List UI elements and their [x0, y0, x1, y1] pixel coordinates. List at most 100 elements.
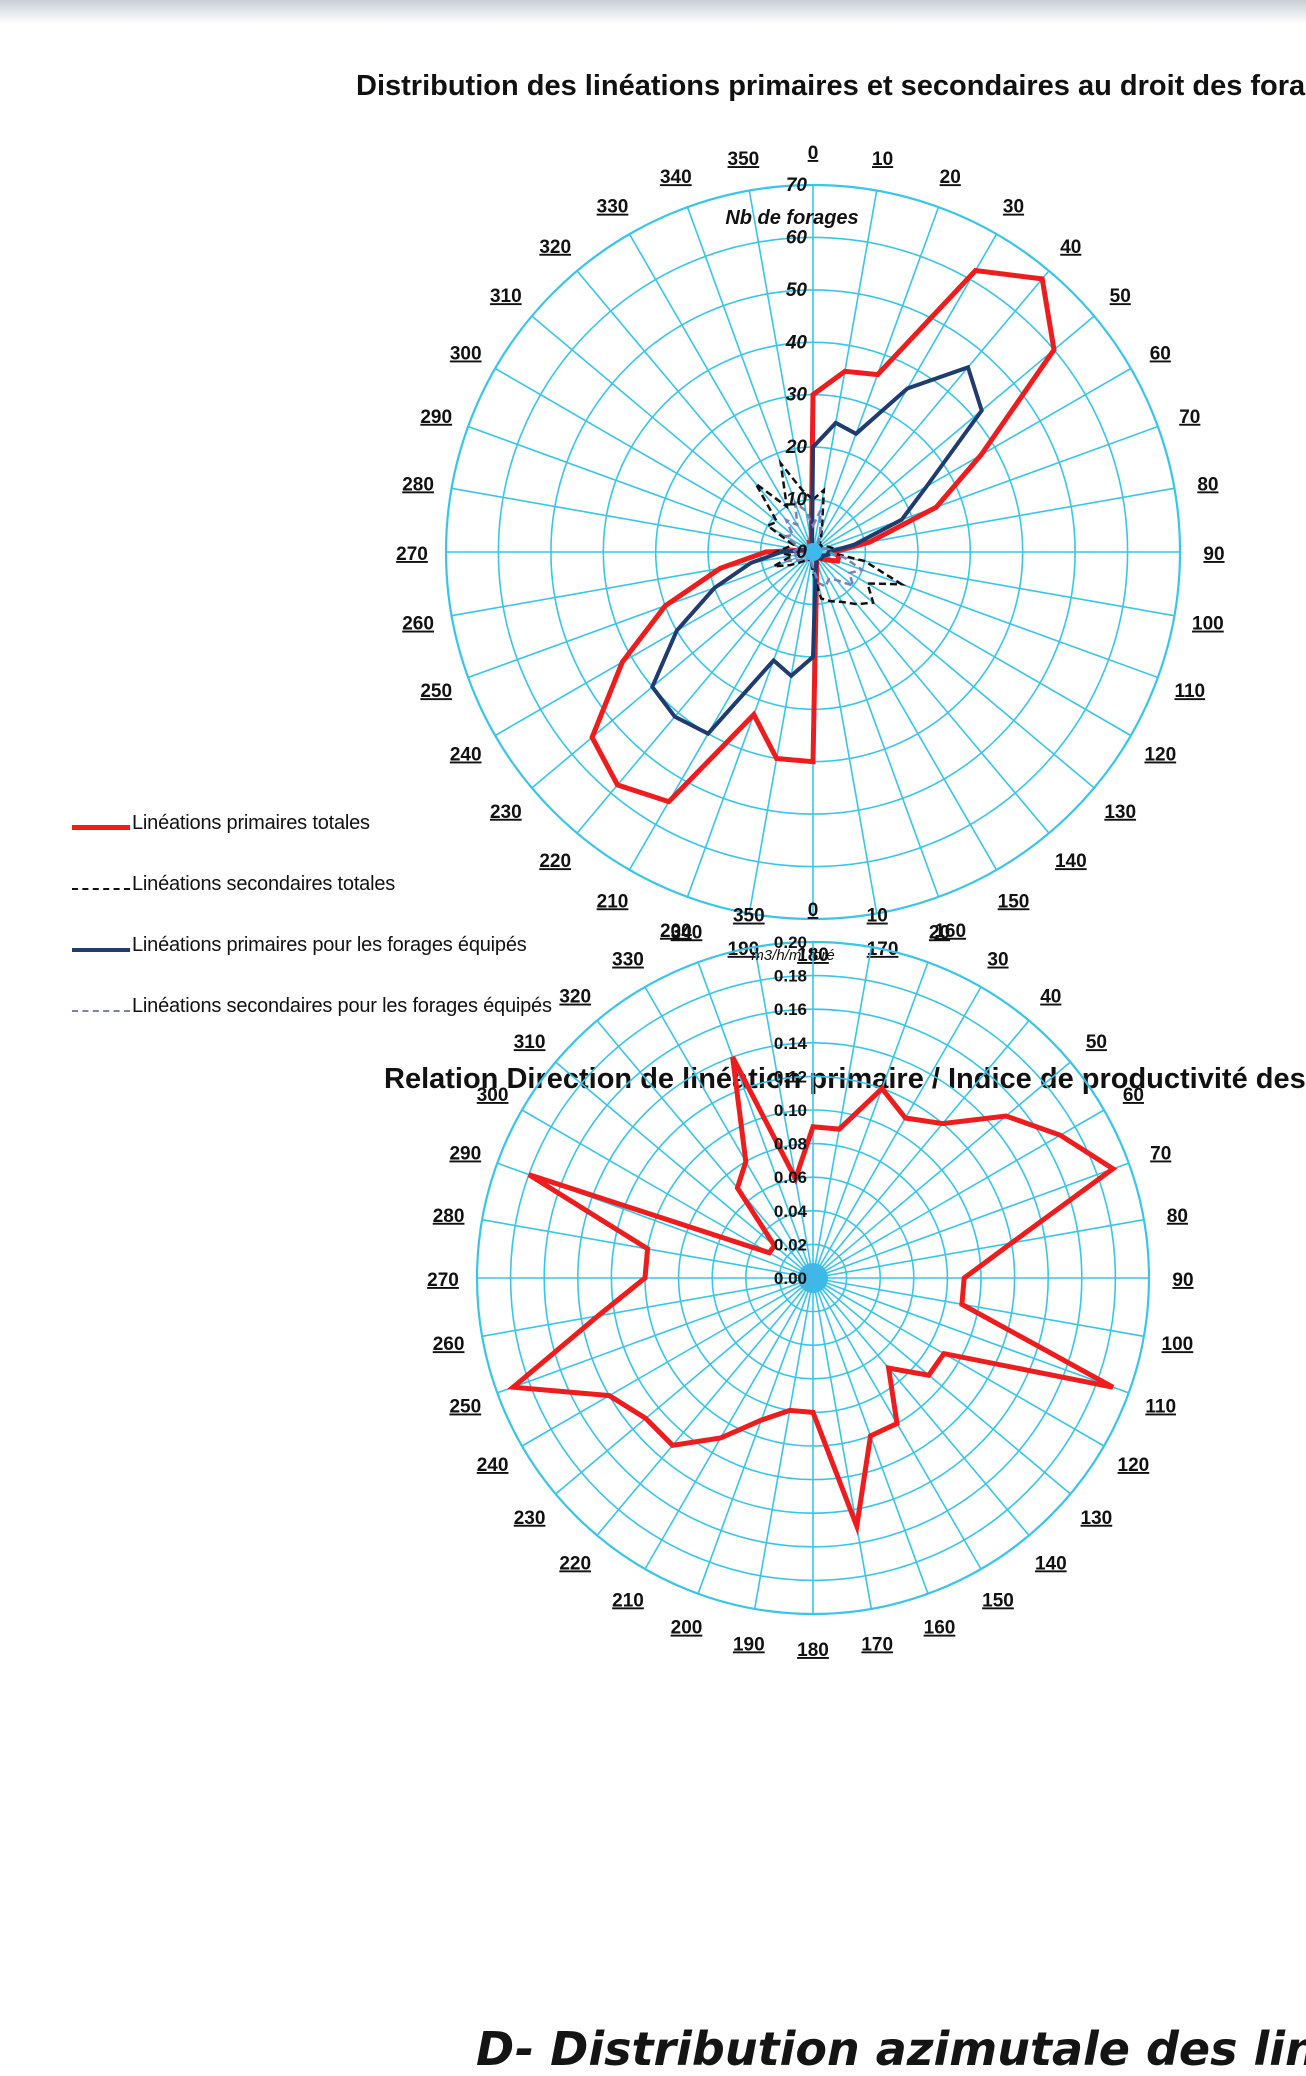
chart-1-series-line-1 — [754, 458, 907, 606]
chart-1-ring — [550, 289, 1076, 815]
chart-1-angle-label: 200 — [660, 921, 692, 942]
chart-1-spoke — [812, 425, 1159, 553]
chart-2-radial-tick-label: 0.04 — [774, 1202, 808, 1221]
legend-swatch-secondary-total — [72, 888, 130, 890]
chart-2-radial-tick-label: 0.08 — [774, 1135, 807, 1154]
chart-1-radial-tick-label: 0 — [796, 542, 807, 563]
chart-1-angle-label: 320 — [539, 237, 571, 258]
chart-1-spoke — [531, 315, 814, 553]
chart-1-spoke — [748, 551, 814, 914]
top-banner — [0, 0, 1306, 24]
chart-1-spoke — [628, 551, 814, 871]
chart-2-ring — [543, 1008, 1083, 1548]
chart-2-angle-label: 100 — [1162, 1334, 1194, 1355]
chart-2-angle-label: 300 — [477, 1085, 509, 1106]
chart-2-angle-label: 30 — [987, 950, 1008, 971]
chart-2-angle-label: 200 — [671, 1618, 703, 1639]
chart-1-spoke — [686, 206, 814, 553]
chart-1-radial-tick-label: 60 — [786, 227, 808, 248]
chart-1-spoke — [686, 551, 814, 898]
chart-1-angle-label: 310 — [490, 286, 522, 307]
chart-2-angle-label: 120 — [1118, 1455, 1150, 1476]
chart-2-angle-label: 320 — [559, 987, 591, 1008]
chart-1-spoke — [812, 551, 1050, 834]
chart-2-ring — [778, 1243, 848, 1313]
chart-1-angle-label: 80 — [1197, 474, 1218, 495]
legend-swatch-secondary-equipped — [72, 1010, 130, 1012]
chart-2-angle-label: 20 — [929, 922, 950, 943]
chart-2-ring — [610, 1075, 1016, 1481]
chart-1-spoke — [812, 551, 1159, 679]
chart-1-grid — [444, 183, 1182, 921]
chart-1-angle-label: 40 — [1060, 237, 1081, 258]
chart-1-angle-label: 130 — [1104, 802, 1136, 823]
legend-swatch-primary-total — [72, 825, 130, 830]
legend-label-primary-equipped: Linéations primaires pour les forages éq… — [132, 934, 527, 956]
chart-1-spoke — [812, 551, 1175, 617]
chart-2-angle-label: 160 — [924, 1618, 956, 1639]
chart-1-angle-label: 150 — [998, 891, 1030, 912]
chart-1-angle-label: 110 — [1174, 681, 1205, 702]
chart-2-angle-label: 40 — [1040, 987, 1061, 1008]
chart-2-angle-label: 10 — [867, 906, 888, 927]
chart-1-angle-label: 60 — [1150, 344, 1171, 365]
chart-1-angle-label: 210 — [597, 891, 629, 912]
chart-1-spoke — [812, 551, 1132, 737]
chart-2-radial-tick-label: 0.16 — [774, 1000, 807, 1019]
chart-1-spoke — [812, 367, 1132, 553]
chart-1-angle-label: 120 — [1144, 745, 1176, 766]
chart-2-angle-label: 90 — [1172, 1270, 1193, 1291]
chart-2-angle-label: 170 — [861, 1634, 893, 1655]
chart-1-angle-label: 260 — [402, 614, 434, 635]
chart-2-angle-label: 70 — [1150, 1144, 1171, 1165]
chart-1-spoke — [494, 551, 814, 737]
chart-2-radial-tick-label: 0.18 — [774, 967, 807, 986]
chart-2-angle-label: 270 — [427, 1270, 459, 1291]
chart-1-angle-label: 270 — [396, 544, 428, 565]
chart-1-spoke — [812, 551, 878, 914]
chart-1-angle-label: 300 — [450, 344, 482, 365]
chart-2-angle-label: 50 — [1086, 1032, 1107, 1053]
legend-label-primary-total: Linéations primaires totales — [132, 812, 370, 834]
chart-2-angle-label: 340 — [671, 922, 703, 943]
chart-1-ring — [444, 183, 1182, 921]
chart-2-polar-plot: 0.00 0.02 0.04 0.06 0.08 0.10 0.12 0.14 0.16 0.18… — [427, 900, 1194, 1661]
chart-2-angle-label: 60 — [1123, 1085, 1144, 1106]
chart-1-angle-label: 0 — [808, 143, 819, 164]
chart-2-radial-tick-label: 0.02 — [774, 1235, 807, 1254]
chart-2-radial-axis-label: m3/h/ml foré — [751, 947, 834, 964]
chart-1-angle-label: 30 — [1003, 197, 1024, 218]
chart-2-angle-label: 130 — [1081, 1508, 1113, 1529]
chart-1-spoke — [494, 367, 814, 553]
chart-1-spoke — [812, 551, 1095, 789]
chart-2-radial-tick-label: 0.00 — [774, 1269, 807, 1288]
chart-1-spoke — [812, 551, 940, 898]
chart-2-angle-label: 330 — [612, 950, 644, 971]
chart-1-spoke — [531, 551, 814, 789]
chart-1-angle-label: 230 — [490, 802, 522, 823]
chart-1-spoke — [576, 270, 814, 553]
chart-1-spoke — [812, 551, 998, 871]
chart-1-angle-label: 160 — [934, 921, 966, 942]
chart-2-radial-tick-label: 0.14 — [774, 1034, 808, 1053]
chart-1-center-dot — [804, 543, 822, 561]
chart-1-angle-label: 140 — [1055, 851, 1087, 872]
chart-1-title: Distribution des linéations primaires et… — [356, 70, 1306, 102]
chart-1-angle-label: 20 — [940, 167, 961, 188]
chart-1-spoke — [812, 206, 940, 553]
chart-2-angle-label: 220 — [559, 1553, 591, 1574]
chart-2-radial-tick-label: 0.10 — [774, 1101, 807, 1120]
section-heading: D- Distribution azimutale des liné — [476, 2022, 1306, 2076]
chart-1-polar-plot: 0 10 20 30 40 50 60 70 Nb de forages 0 10 20 30 40 50 6… — [396, 143, 1224, 966]
chart-2-radial-tick-label: 0.20 — [774, 933, 807, 952]
chart-1-angle-label: 350 — [728, 149, 760, 170]
chart-1-spoke — [467, 425, 814, 553]
chart-2-angle-label: 260 — [433, 1334, 465, 1355]
chart-2-angle-label: 240 — [477, 1455, 509, 1476]
chart-2-angle-label: 310 — [514, 1032, 546, 1053]
chart-2-angle-label: 110 — [1145, 1397, 1176, 1418]
chart-2-angle-label: 350 — [733, 906, 765, 927]
chart-1-angle-label: 70 — [1179, 407, 1200, 428]
chart-1-angle-label: 240 — [450, 745, 482, 766]
chart-2-angle-label: 150 — [982, 1590, 1014, 1611]
